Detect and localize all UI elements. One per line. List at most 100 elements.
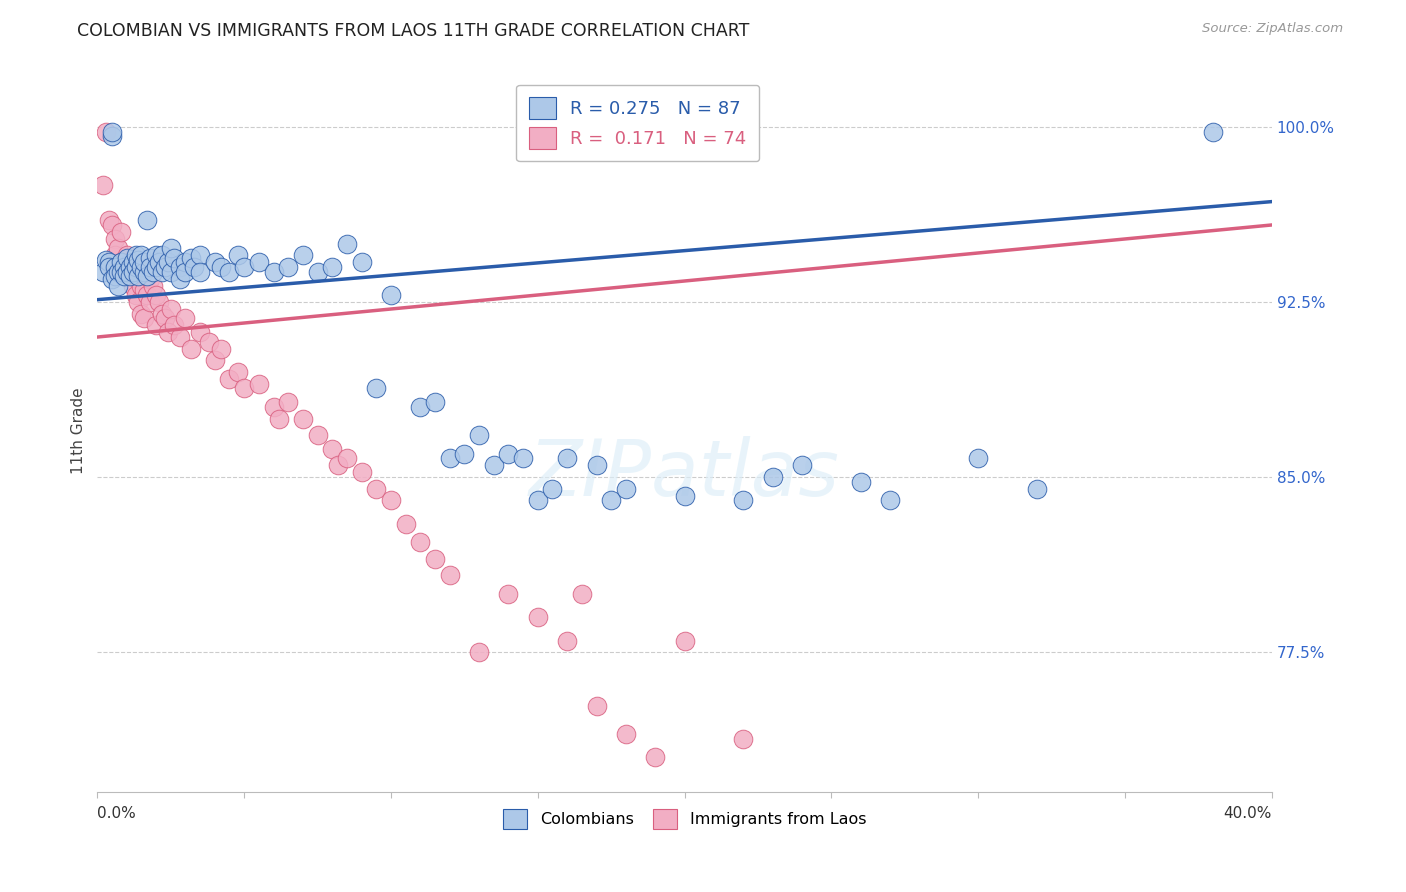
Point — [98, 213, 121, 227]
Point — [180, 342, 202, 356]
Point — [321, 260, 343, 274]
Point — [183, 260, 205, 274]
Legend: Colombians, Immigrants from Laos: Colombians, Immigrants from Laos — [496, 803, 873, 835]
Point — [762, 470, 785, 484]
Point — [127, 295, 149, 310]
Point — [439, 451, 461, 466]
Point — [112, 260, 135, 274]
Point — [150, 248, 173, 262]
Point — [498, 587, 520, 601]
Point — [121, 255, 143, 269]
Point — [527, 610, 550, 624]
Point — [614, 482, 637, 496]
Y-axis label: 11th Grade: 11th Grade — [72, 387, 86, 474]
Point — [134, 283, 156, 297]
Text: ZIPatlas: ZIPatlas — [529, 436, 839, 512]
Point — [571, 587, 593, 601]
Point — [423, 395, 446, 409]
Point — [336, 451, 359, 466]
Point — [156, 255, 179, 269]
Point — [134, 311, 156, 326]
Point — [468, 645, 491, 659]
Point — [131, 248, 153, 262]
Point — [673, 489, 696, 503]
Point — [198, 334, 221, 349]
Point — [110, 255, 132, 269]
Point — [150, 265, 173, 279]
Point — [136, 213, 159, 227]
Point — [136, 269, 159, 284]
Point — [91, 265, 114, 279]
Point — [110, 255, 132, 269]
Text: 0.0%: 0.0% — [97, 806, 136, 822]
Point — [277, 395, 299, 409]
Point — [350, 466, 373, 480]
Point — [139, 271, 162, 285]
Point — [967, 451, 990, 466]
Point — [600, 493, 623, 508]
Point — [163, 318, 186, 333]
Point — [527, 493, 550, 508]
Point — [218, 265, 240, 279]
Point — [104, 269, 127, 284]
Point — [395, 516, 418, 531]
Point — [156, 326, 179, 340]
Point — [209, 260, 232, 274]
Point — [366, 482, 388, 496]
Point — [127, 269, 149, 284]
Point — [112, 269, 135, 284]
Point — [142, 265, 165, 279]
Point — [247, 255, 270, 269]
Point — [204, 353, 226, 368]
Point — [439, 568, 461, 582]
Point — [134, 265, 156, 279]
Point — [159, 301, 181, 316]
Point — [96, 252, 118, 267]
Text: 40.0%: 40.0% — [1223, 806, 1272, 822]
Point — [585, 698, 607, 713]
Point — [174, 255, 197, 269]
Point — [326, 458, 349, 473]
Point — [423, 551, 446, 566]
Point — [263, 400, 285, 414]
Text: Source: ZipAtlas.com: Source: ZipAtlas.com — [1202, 22, 1343, 36]
Point — [153, 260, 176, 274]
Point — [321, 442, 343, 456]
Point — [112, 260, 135, 274]
Point — [169, 260, 191, 274]
Point — [614, 727, 637, 741]
Point — [124, 248, 146, 262]
Point — [139, 295, 162, 310]
Point — [204, 255, 226, 269]
Point — [124, 265, 146, 279]
Point — [142, 278, 165, 293]
Point — [188, 248, 211, 262]
Point — [96, 124, 118, 138]
Point — [127, 252, 149, 267]
Point — [115, 265, 138, 279]
Point — [101, 260, 124, 274]
Point — [263, 265, 285, 279]
Point — [269, 411, 291, 425]
Point — [159, 265, 181, 279]
Point — [409, 535, 432, 549]
Point — [145, 318, 167, 333]
Point — [409, 400, 432, 414]
Point — [1202, 124, 1225, 138]
Point — [107, 265, 129, 279]
Point — [174, 311, 197, 326]
Point — [733, 731, 755, 746]
Point — [555, 633, 578, 648]
Point — [482, 458, 505, 473]
Point — [127, 271, 149, 285]
Point — [209, 342, 232, 356]
Point — [134, 255, 156, 269]
Point — [98, 255, 121, 269]
Point — [233, 381, 256, 395]
Point — [644, 750, 666, 764]
Point — [555, 451, 578, 466]
Point — [145, 248, 167, 262]
Point — [226, 365, 249, 379]
Point — [366, 381, 388, 395]
Point — [136, 288, 159, 302]
